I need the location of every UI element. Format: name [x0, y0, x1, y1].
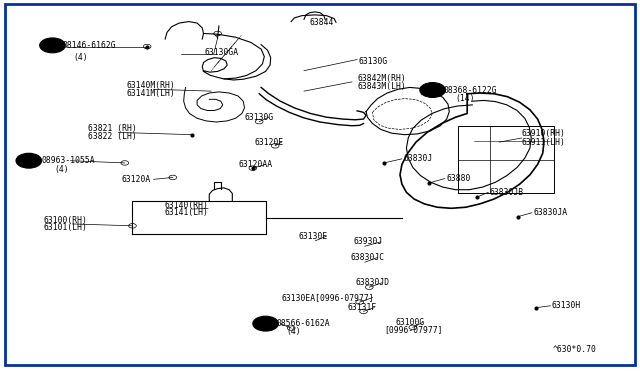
- Text: 63842M(RH): 63842M(RH): [357, 74, 406, 83]
- Text: 63910(RH): 63910(RH): [522, 129, 566, 138]
- Text: 63120E: 63120E: [255, 138, 284, 147]
- Text: 63130GA: 63130GA: [205, 48, 239, 57]
- Text: 63140(RH): 63140(RH): [164, 201, 209, 210]
- Text: 63930J: 63930J: [354, 237, 383, 246]
- Text: 63100G: 63100G: [396, 318, 425, 327]
- Circle shape: [420, 83, 445, 97]
- Text: N: N: [26, 156, 32, 165]
- Text: 63130E: 63130E: [299, 232, 328, 241]
- Text: 63130G: 63130G: [358, 57, 388, 66]
- Text: 63130EA[0996-07977]: 63130EA[0996-07977]: [282, 293, 374, 302]
- Text: 63141M(LH): 63141M(LH): [127, 89, 175, 98]
- Text: 63830JA: 63830JA: [533, 208, 567, 217]
- Text: 63130G: 63130G: [244, 113, 274, 122]
- Text: 63100(RH): 63100(RH): [44, 216, 88, 225]
- Text: 08146-6162G: 08146-6162G: [63, 41, 116, 50]
- Text: ^630*0.70: ^630*0.70: [552, 345, 596, 354]
- Text: 63130H: 63130H: [552, 301, 581, 310]
- Text: 63101(LH): 63101(LH): [44, 223, 88, 232]
- Text: (4): (4): [74, 53, 88, 62]
- Text: 08368-6122G: 08368-6122G: [444, 86, 497, 94]
- Circle shape: [253, 316, 278, 331]
- Text: 63911(LH): 63911(LH): [522, 138, 566, 147]
- Text: 63844: 63844: [309, 18, 333, 27]
- Text: 63822 (LH): 63822 (LH): [88, 132, 137, 141]
- Text: (14): (14): [456, 94, 475, 103]
- Text: 63140M(RH): 63140M(RH): [127, 81, 175, 90]
- Text: 63120AA: 63120AA: [239, 160, 273, 169]
- Text: 63830J: 63830J: [403, 154, 433, 163]
- Text: 63830JD: 63830JD: [355, 278, 389, 287]
- Text: B: B: [49, 41, 56, 50]
- Text: 08566-6162A: 08566-6162A: [276, 319, 330, 328]
- Text: (4): (4): [287, 327, 301, 336]
- Text: 63880: 63880: [447, 174, 471, 183]
- Text: 63141(LH): 63141(LH): [164, 208, 209, 217]
- Text: 63120A: 63120A: [122, 175, 151, 184]
- Text: B: B: [429, 86, 436, 94]
- Text: 63821 (RH): 63821 (RH): [88, 124, 137, 133]
- Text: 08963-1055A: 08963-1055A: [42, 156, 95, 165]
- Text: (4): (4): [54, 165, 69, 174]
- Text: 63843M(LH): 63843M(LH): [357, 82, 406, 91]
- Text: 63131F: 63131F: [348, 303, 377, 312]
- Circle shape: [40, 38, 65, 53]
- Text: 63830JB: 63830JB: [490, 188, 524, 197]
- Text: [0996-07977]: [0996-07977]: [384, 326, 442, 334]
- Circle shape: [16, 153, 42, 168]
- Text: S: S: [262, 319, 269, 328]
- Text: 63830JC: 63830JC: [351, 253, 385, 262]
